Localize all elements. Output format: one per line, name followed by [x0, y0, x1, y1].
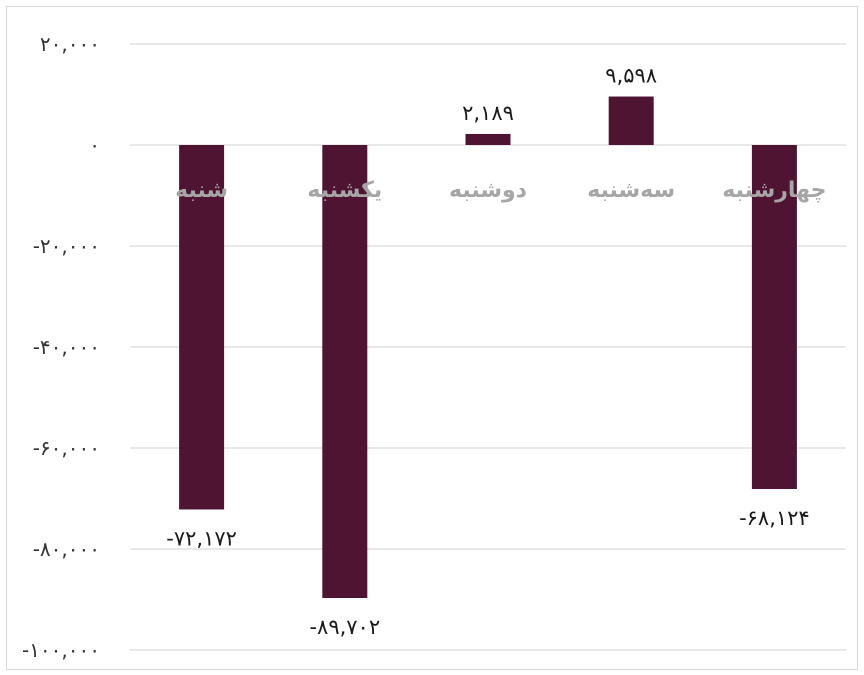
y-tick-label: ۲۰,۰۰۰ — [40, 32, 100, 56]
y-tick-label: -۸۰,۰۰۰ — [33, 537, 100, 561]
data-label: ۹,۵۹۸ — [605, 64, 657, 88]
y-tick-label: -۱۰۰,۰۰۰ — [22, 638, 100, 662]
chart-frame — [6, 6, 858, 670]
data-label: -۷۲,۱۷۲ — [166, 526, 237, 550]
data-label: -۸۹,۷۰۲ — [309, 615, 380, 639]
category-label: چهارشنبه — [722, 178, 826, 203]
bar — [179, 145, 225, 510]
data-label: ۲,۱۸۹ — [462, 101, 514, 125]
category-label: یکشنبه — [307, 178, 382, 203]
bar — [465, 133, 511, 145]
data-label: -۶۸,۱۲۴ — [739, 506, 810, 530]
bar — [608, 96, 654, 145]
bar — [322, 145, 368, 598]
y-tick-label: -۶۰,۰۰۰ — [33, 436, 100, 460]
bar — [751, 145, 797, 490]
y-tick-label: ۰ — [89, 133, 100, 157]
y-tick-label: -۲۰,۰۰۰ — [33, 234, 100, 258]
category-label: سه‌شنبه — [587, 178, 675, 203]
category-label: شنبه — [175, 178, 228, 203]
category-label: دوشنبه — [449, 178, 527, 203]
y-tick-label: -۴۰,۰۰۰ — [33, 335, 100, 359]
